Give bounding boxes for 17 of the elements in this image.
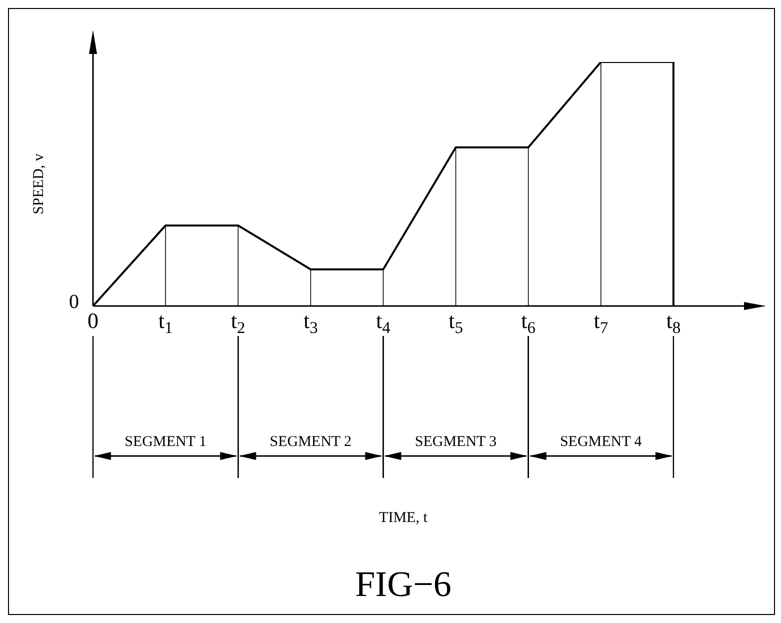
text: FIG−6 [355, 564, 452, 604]
text: SEGMENT 3 [414, 434, 497, 450]
x-tick-label: t$_{1}$ [158, 308, 173, 338]
annotation: 0 [69, 291, 79, 313]
x-tick-label: t$_{6}$ [521, 308, 536, 338]
y-axis-title: SPEED, v [31, 153, 47, 214]
x-tick-label: t$_{7}$ [594, 308, 608, 338]
x-tick-label: 0 [88, 308, 98, 333]
x-tick-label: t$_{4}$ [376, 308, 390, 338]
text: SEGMENT 4 [560, 434, 642, 450]
text: TIME, t [379, 510, 428, 526]
x-tick-label: t$_{2}$ [230, 308, 246, 338]
x-tick-label: t$_{3}$ [303, 308, 318, 338]
x-tick-label: t$_{8}$ [666, 308, 681, 338]
text: SEGMENT 1 [124, 434, 206, 450]
x-tick-label: t$_{5}$ [448, 308, 463, 338]
text: SEGMENT 2 [270, 434, 352, 450]
